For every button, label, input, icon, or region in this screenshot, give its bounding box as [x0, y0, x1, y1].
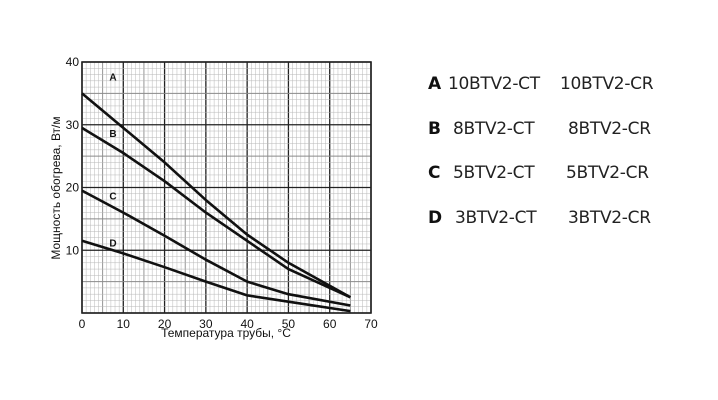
x-tick-label: 30 [199, 317, 213, 331]
x-tick-label: 40 [240, 317, 254, 331]
legend-item-b: B 8BTV2-CT 8BTV2-CR [428, 107, 653, 152]
chart-grid [81, 61, 372, 314]
curve-d [81, 239, 351, 313]
legend-item-d: D 3BTV2-CT 3BTV2-CR [428, 196, 653, 241]
x-tick-label: 60 [323, 317, 337, 331]
legend-ct-model: 3BTV2-CT [455, 207, 537, 228]
curve-label: A [109, 72, 116, 83]
y-tick-label: 10 [66, 243, 80, 257]
legend-ct-model: 10BTV2-CT [448, 74, 540, 95]
y-tick-label: 20 [66, 181, 80, 195]
legend-item-a: A 10BTV2-CT 10BTV2-CR [428, 62, 654, 107]
y-tick-label: 30 [66, 118, 80, 132]
x-tick-label: 0 [79, 317, 86, 331]
legend-ct-model: 8BTV2-CT [453, 118, 535, 139]
y-tick-label: 40 [66, 55, 80, 69]
legend-ct-model: 5BTV2-CT [453, 163, 535, 184]
legend-item-c: C 5BTV2-CT 5BTV2-CR [428, 151, 653, 196]
curve-label: C [109, 192, 116, 203]
curve-a [81, 92, 352, 299]
legend-key: D [428, 207, 443, 228]
legend-cr-model: 10BTV2-CR [560, 74, 654, 95]
x-axis-label: Температура трубы, °C [161, 326, 291, 340]
legend-cr-model: 3BTV2-CR [568, 207, 651, 228]
x-tick-label: 50 [282, 317, 296, 331]
curve-b [81, 126, 351, 299]
y-axis-label: Мощность обогрева, Вт/м [49, 116, 63, 259]
chart-curves [81, 92, 352, 313]
axis-ticks: 0 10 20 30 40 50 60 70 10 20 30 40 [66, 55, 378, 331]
legend-key: C [428, 163, 441, 184]
legend: A 10BTV2-CT 10BTV2-CR B 8BTV2-CT 8BTV2-C… [428, 62, 654, 241]
x-tick-label: 10 [117, 317, 131, 331]
legend-key: A [428, 74, 442, 95]
legend-key: B [428, 118, 441, 139]
curve-c [81, 189, 351, 307]
curve-label: B [109, 129, 116, 140]
curve-labels: A B C D [109, 72, 116, 249]
legend-cr-model: 8BTV2-CR [568, 118, 651, 139]
legend-cr-model: 5BTV2-CR [566, 163, 649, 184]
x-tick-label: 20 [158, 317, 172, 331]
x-tick-label: 70 [364, 317, 378, 331]
curve-label: D [109, 239, 116, 250]
